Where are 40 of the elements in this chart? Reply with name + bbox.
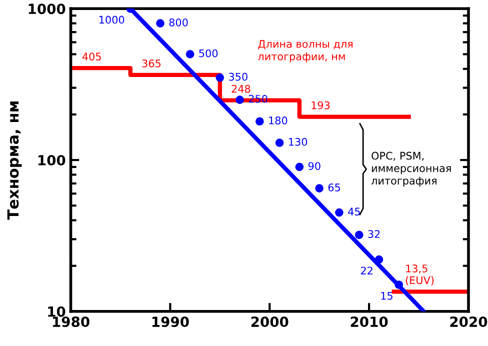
data-label: 350 (229, 72, 248, 81)
data-label: 180 (269, 116, 288, 124)
point (156, 19, 164, 28)
annotation: OPC, PSM, иммерсионная литография (371, 152, 451, 187)
point (354, 230, 364, 240)
data-label: 15 (381, 292, 392, 300)
y-tick-label: 100 (38, 154, 66, 166)
data-label: 1000 (99, 16, 124, 24)
data-label: 800 (169, 18, 188, 26)
x-tick-label: 2020 (450, 316, 488, 328)
data-label: 90 (308, 162, 320, 170)
data-label: 248 (232, 84, 250, 93)
data-label: 193 (312, 101, 330, 110)
point (216, 74, 224, 82)
point (295, 162, 304, 172)
data-label: 22 (360, 266, 372, 274)
data-label: 405 (82, 52, 101, 60)
x-tick-label: 1980 (53, 316, 90, 328)
x-tick-label: 2000 (251, 316, 288, 328)
point (394, 280, 404, 289)
point (374, 255, 384, 264)
x-tick-label: 2010 (350, 316, 388, 328)
y-tick-label: 10 (48, 306, 66, 317)
point (275, 138, 284, 147)
x-tick-label: 1990 (152, 316, 189, 328)
data-label: 32 (368, 230, 380, 238)
point (315, 184, 324, 193)
point (236, 96, 244, 104)
data-label: 500 (199, 49, 218, 58)
annotation: Длина волны для литографии, нм (258, 40, 353, 62)
data-label: 365 (142, 59, 160, 68)
data-label: 65 (328, 183, 340, 192)
point (256, 117, 264, 126)
point (335, 208, 344, 217)
data-label: 45 (348, 208, 360, 216)
point (186, 50, 194, 58)
y-axis-title: Технорма, нм (7, 102, 22, 220)
y-tick-label: 1000 (28, 4, 66, 14)
data-label: 13,5 (EUV) (406, 264, 434, 286)
data-label: 130 (289, 138, 308, 146)
